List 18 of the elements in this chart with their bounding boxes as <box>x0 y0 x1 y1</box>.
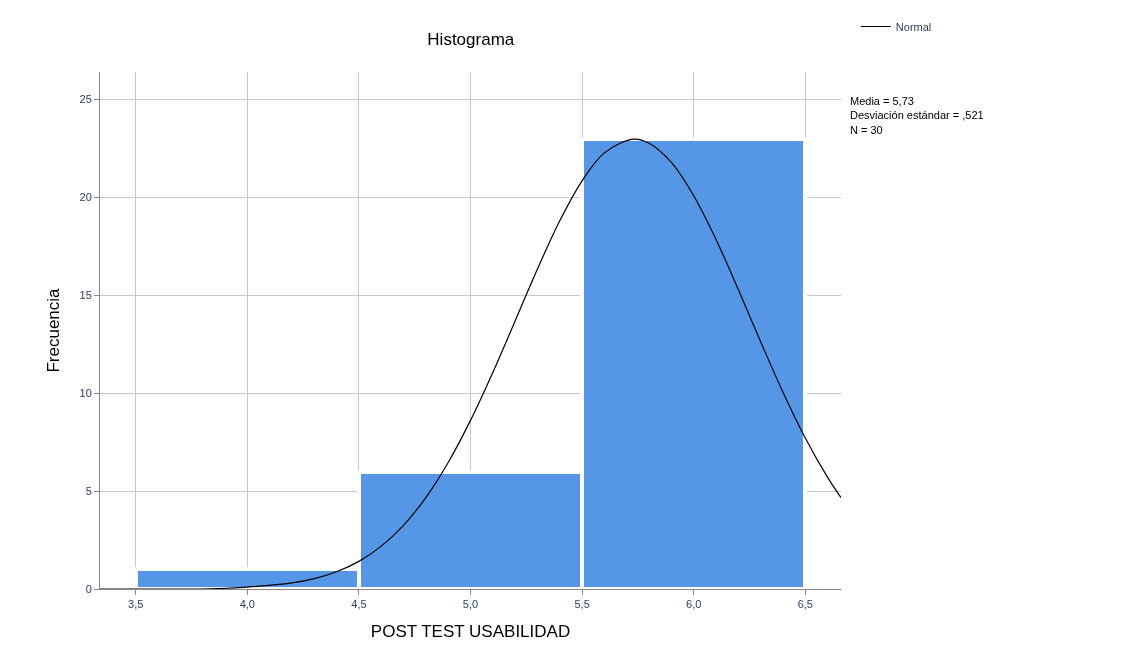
x-tick-label: 4,5 <box>351 598 367 611</box>
x-tick-label: 5,5 <box>574 598 590 611</box>
y-tick-label: 20 <box>79 191 92 204</box>
y-tick-label: 25 <box>79 93 92 106</box>
y-tick-label: 0 <box>85 582 92 595</box>
legend-label: Normal <box>895 20 932 33</box>
x-tick-label: 4,0 <box>239 598 255 611</box>
x-tick-label: 6,5 <box>797 598 813 611</box>
x-axis-title: POST TEST USABILIDAD <box>370 621 571 641</box>
x-tick-label: 3,5 <box>128 598 144 611</box>
x-tick-label: 6,0 <box>686 598 702 611</box>
y-tick-label: 10 <box>79 387 92 400</box>
y-tick-label: 15 <box>79 289 92 302</box>
chart-title: Histograma <box>427 30 515 50</box>
y-tick-label: 5 <box>85 484 92 497</box>
y-axis-title: Frecuencia <box>44 287 64 373</box>
x-tick-label: 5,0 <box>462 598 479 611</box>
text: Media = 5,73 Desviación estándar = ,521 N = 30 <box>850 95 984 136</box>
